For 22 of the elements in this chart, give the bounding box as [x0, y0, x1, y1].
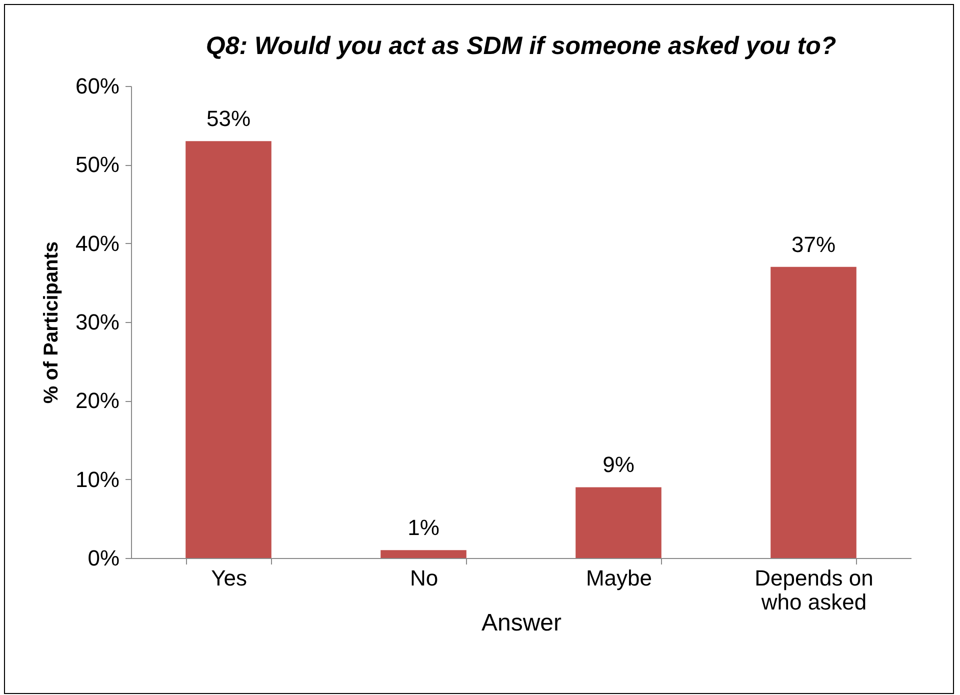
y-tick-label: 0% — [88, 546, 120, 570]
bar — [380, 550, 466, 558]
data-label: 9% — [602, 452, 634, 478]
y-tick-label: 50% — [75, 152, 120, 178]
bar — [186, 141, 272, 558]
x-axis-title: Answer — [481, 610, 562, 636]
y-tick-label: 20% — [75, 388, 120, 414]
y-tick-label: 10% — [75, 466, 120, 492]
y-tick-label: 60% — [75, 74, 120, 98]
data-label: 37% — [791, 232, 836, 257]
x-tick-label: Depends on who asked — [754, 566, 874, 614]
chart-title: Q8: Would you act as SDM if someone asked you to? — [206, 32, 836, 60]
bar — [770, 266, 856, 558]
x-tick-label: Maybe — [586, 566, 652, 590]
x-tick-label: Yes — [211, 566, 247, 590]
bar — [576, 487, 662, 558]
x-tick-label: No — [410, 566, 438, 590]
data-label: 53% — [206, 106, 251, 132]
y-tick-label: 30% — [75, 310, 120, 334]
y-tick-label: 40% — [75, 230, 120, 256]
data-label: 1% — [408, 515, 440, 540]
y-axis-title: % of Participants — [40, 241, 62, 404]
